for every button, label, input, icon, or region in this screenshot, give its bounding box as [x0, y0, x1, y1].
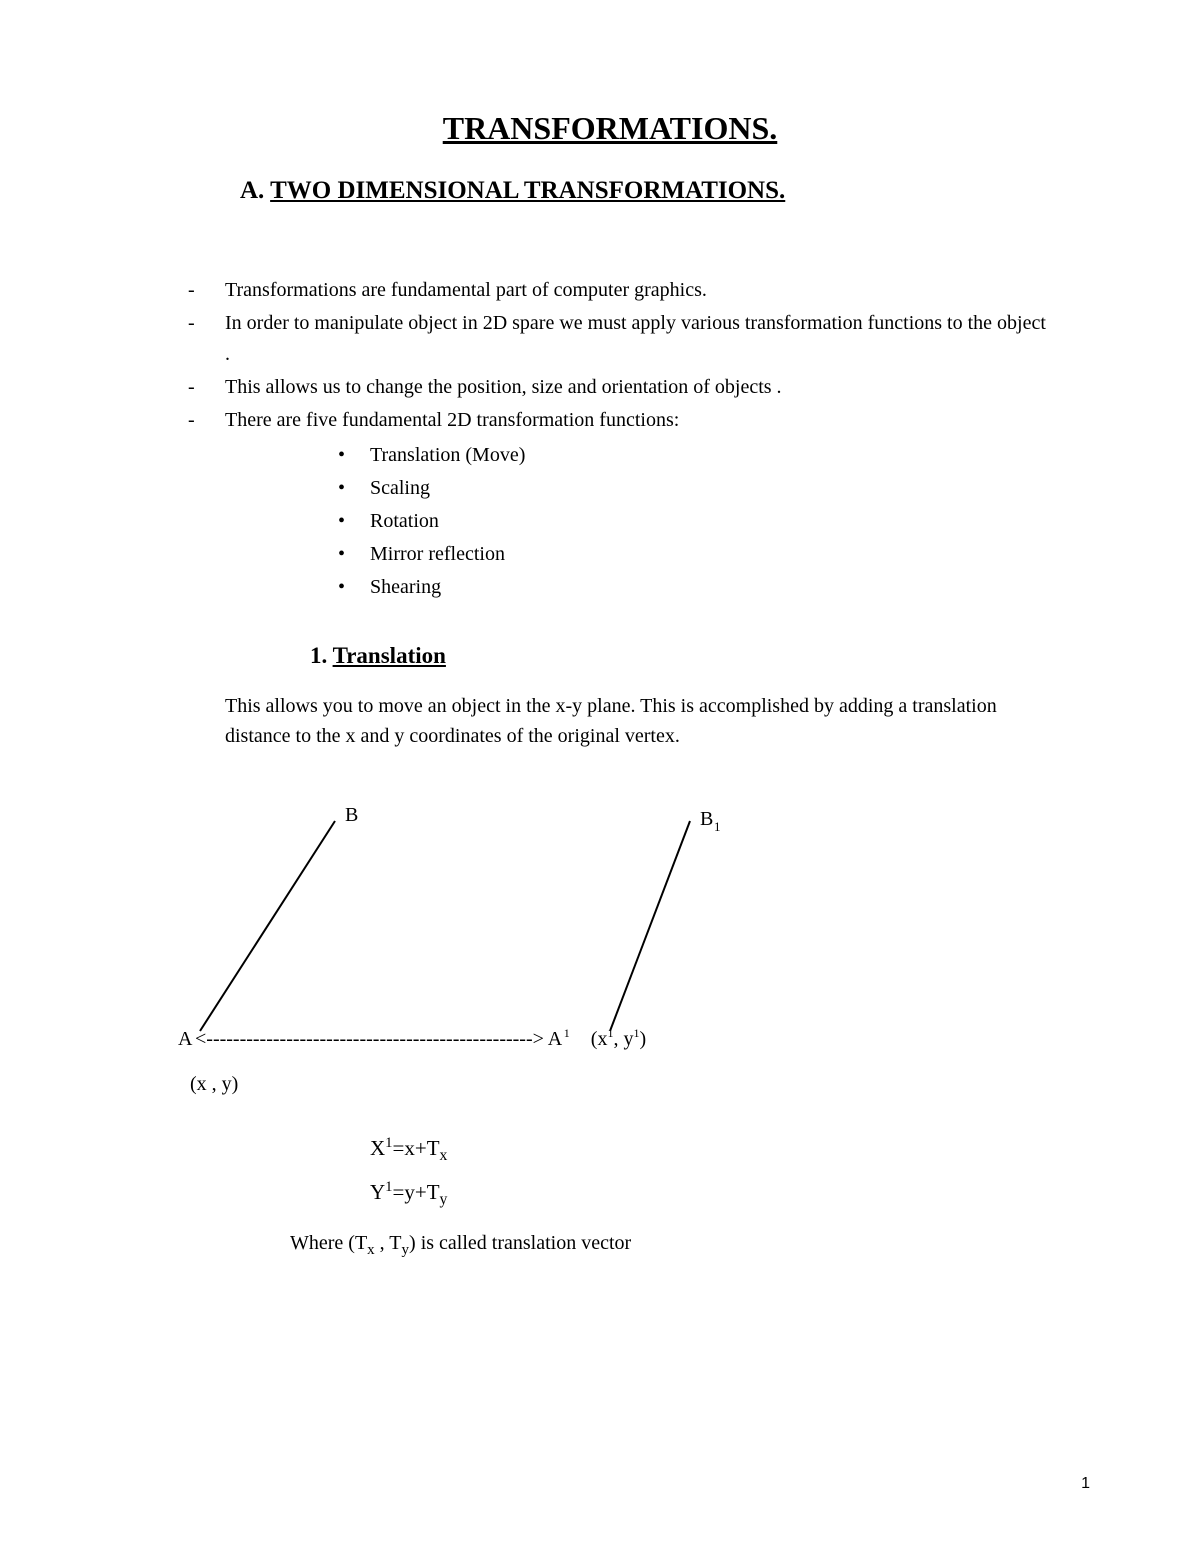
intro-item: This allows us to change the position, s…: [170, 372, 1050, 403]
svg-text:B: B: [700, 808, 713, 830]
list-item: Shearing: [170, 572, 1050, 603]
translation-diagram: BB1A<-----------------------------------…: [170, 801, 910, 1061]
intro-list: Transformations are fundamental part of …: [170, 275, 1050, 436]
translation-paragraph: This allows you to move an object in the…: [225, 691, 1005, 751]
svg-text:1: 1: [564, 1026, 570, 1040]
translation-equations: X1=x+Tx Y1=y+Ty: [370, 1126, 1050, 1214]
diagram-svg: BB1A<-----------------------------------…: [170, 801, 910, 1061]
equation-x: X1=x+Tx: [370, 1126, 1050, 1170]
equation-y: Y1=y+Ty: [370, 1170, 1050, 1214]
page-title: TRANSFORMATIONS.: [170, 110, 1050, 147]
intro-item: In order to manipulate object in 2D spar…: [170, 308, 1050, 370]
section-name: Translation: [333, 643, 446, 668]
translation-vector-note: Where (Tx , Ty) is called translation ve…: [290, 1232, 1050, 1255]
intro-item: There are five fundamental 2D transforma…: [170, 405, 1050, 436]
section-number: 1.: [310, 643, 327, 668]
original-coords-label: (x , y): [190, 1073, 1050, 1096]
transformation-types-list: Translation (Move) Scaling Rotation Mirr…: [170, 440, 1050, 603]
section-a-label: A.: [240, 177, 264, 204]
svg-text:1: 1: [714, 819, 721, 834]
page-number: 1: [1081, 1475, 1090, 1493]
list-item: Mirror reflection: [170, 539, 1050, 570]
svg-text:A: A: [178, 1028, 193, 1050]
document-page: TRANSFORMATIONS. A. TWO DIMENSIONAL TRAN…: [0, 0, 1200, 1553]
section-a-heading: A. TWO DIMENSIONAL TRANSFORMATIONS.: [240, 177, 1050, 205]
svg-text:(x1, y1): (x1, y1): [591, 1026, 646, 1050]
list-item: Rotation: [170, 506, 1050, 537]
intro-item: Transformations are fundamental part of …: [170, 275, 1050, 306]
list-item: Scaling: [170, 473, 1050, 504]
list-item: Translation (Move): [170, 440, 1050, 471]
svg-text:<-----------------------------: <---------------------------------------…: [195, 1028, 563, 1050]
section-a-text: TWO DIMENSIONAL TRANSFORMATIONS.: [270, 177, 785, 204]
svg-text:B: B: [345, 804, 358, 826]
translation-heading: 1. Translation: [310, 643, 1050, 669]
